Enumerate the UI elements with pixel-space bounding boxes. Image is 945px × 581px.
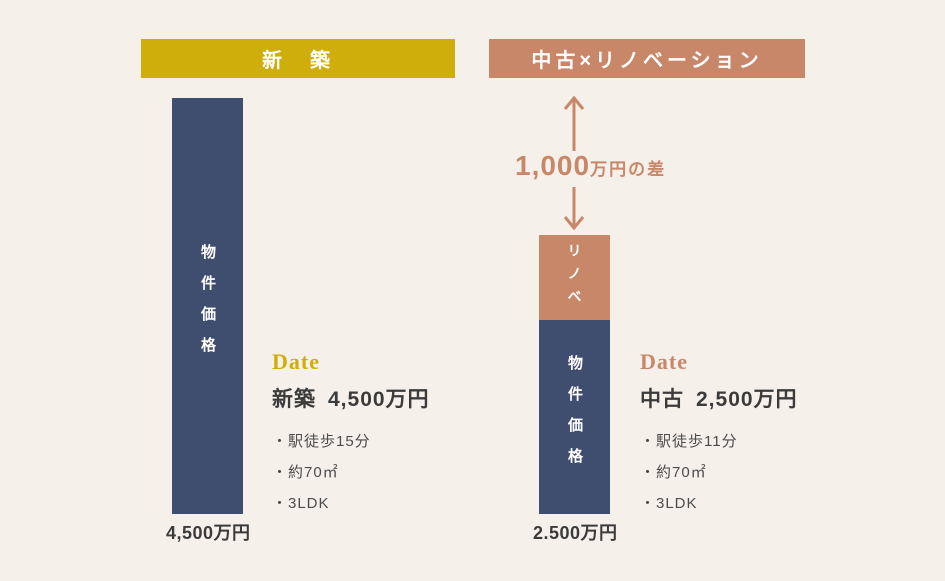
list-item: ・3LDK bbox=[272, 495, 330, 512]
header-used-renovation: 中古×リノベーション bbox=[489, 39, 805, 78]
bar-used-price-label: 物件価格 bbox=[566, 355, 583, 479]
info-used-renovation-specs: ・駅徒歩11分 ・約70㎡ ・3LDK bbox=[640, 431, 870, 514]
list-item: ・3LDK bbox=[640, 495, 698, 512]
list-item: ・駅徒歩11分 bbox=[640, 433, 738, 450]
difference-suffix: 万円の差 bbox=[590, 160, 667, 179]
info-new-build-price-label: 新築 bbox=[272, 388, 316, 411]
bar-used-value: 2.500万円 bbox=[533, 523, 618, 543]
bar-renovation-label: リノベ bbox=[566, 243, 583, 312]
info-used-renovation-price-value: 2,500万円 bbox=[696, 388, 798, 411]
header-new-build-label: 新 築 bbox=[262, 50, 334, 72]
info-new-build-date-heading: Date bbox=[272, 349, 320, 374]
bar-new-build-price-label: 物件価格 bbox=[199, 244, 216, 368]
list-item: ・約70㎡ bbox=[640, 464, 707, 481]
header-new-build: 新 築 bbox=[141, 39, 455, 78]
info-used-renovation-price-label: 中古 bbox=[640, 388, 684, 411]
header-used-renovation-label: 中古×リノベーション bbox=[531, 50, 763, 72]
info-used-renovation-price: 中古 2,500万円 bbox=[640, 383, 870, 413]
list-item: ・約70㎡ bbox=[272, 464, 339, 481]
bar-new-build-value: 4,500万円 bbox=[166, 523, 251, 543]
info-used-renovation: Date 中古 2,500万円 ・駅徒歩11分 ・約70㎡ ・3LDK bbox=[640, 349, 870, 524]
difference-down-arrow-icon bbox=[561, 186, 587, 237]
difference-label: 1,000 万円の差 bbox=[515, 150, 666, 182]
difference-amount: 1,000 bbox=[515, 150, 591, 181]
difference-up-arrow-icon bbox=[561, 94, 587, 157]
bar-used-price: 物件価格 bbox=[539, 320, 610, 514]
info-new-build-specs: ・駅徒歩15分 ・約70㎡ ・3LDK bbox=[272, 431, 502, 514]
info-new-build-price-value: 4,500万円 bbox=[328, 388, 430, 411]
info-used-renovation-date-heading: Date bbox=[640, 349, 688, 374]
bar-new-build-price: 物件価格 bbox=[172, 98, 243, 514]
info-new-build-price: 新築 4,500万円 bbox=[272, 383, 502, 413]
list-item: ・駅徒歩15分 bbox=[272, 433, 371, 450]
bar-renovation: リノベ bbox=[539, 235, 610, 320]
info-new-build: Date 新築 4,500万円 ・駅徒歩15分 ・約70㎡ ・3LDK bbox=[272, 349, 502, 524]
